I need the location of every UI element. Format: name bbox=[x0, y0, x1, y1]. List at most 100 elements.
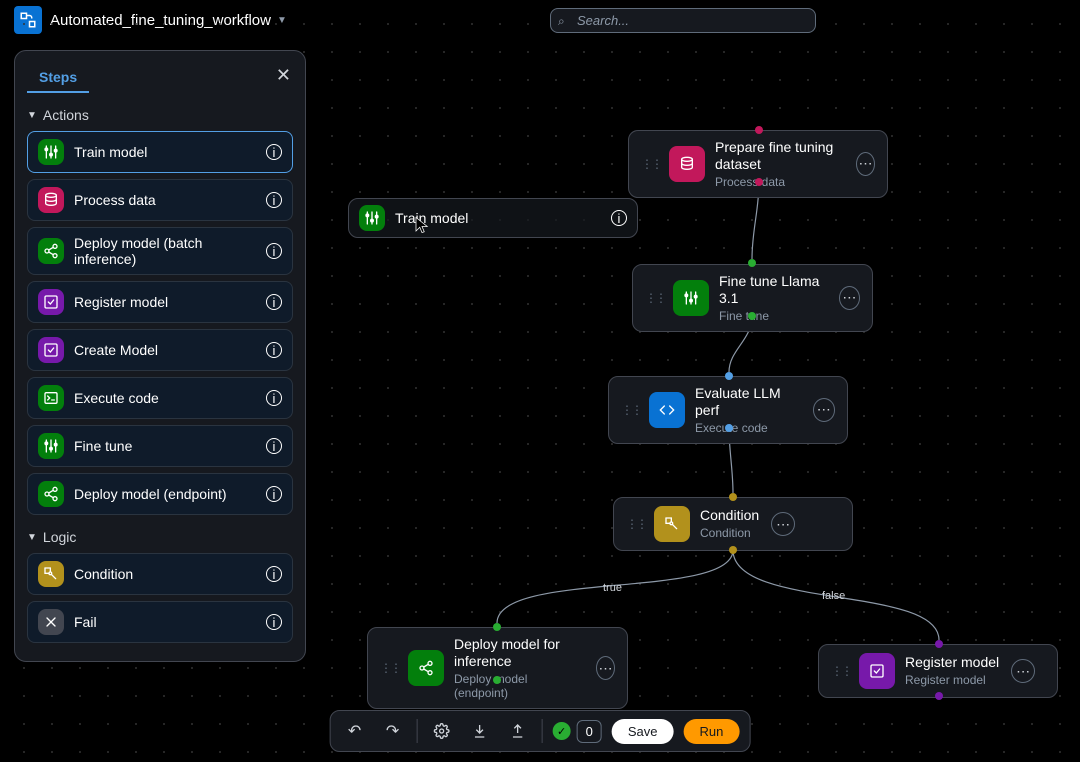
node-title: Condition bbox=[700, 507, 759, 524]
grip-icon[interactable]: ⋮⋮ bbox=[645, 291, 665, 305]
section-logic[interactable]: ▼ Logic bbox=[27, 529, 293, 545]
action-item[interactable]: Train modeli bbox=[27, 131, 293, 173]
node-title: Fine tune Llama 3.1 bbox=[719, 273, 827, 307]
code-icon bbox=[649, 392, 685, 428]
bottom-toolbar: ↶ ↷ ✓ 0 Save Run bbox=[330, 710, 751, 752]
action-label: Process data bbox=[74, 192, 266, 208]
node-port[interactable] bbox=[729, 546, 737, 554]
info-icon[interactable]: i bbox=[266, 566, 282, 582]
info-icon[interactable]: i bbox=[266, 294, 282, 310]
more-button[interactable]: ⋯ bbox=[839, 286, 860, 310]
action-item[interactable]: Deploy model (endpoint)i bbox=[27, 473, 293, 515]
more-button[interactable]: ⋯ bbox=[1011, 659, 1035, 683]
info-icon[interactable]: i bbox=[266, 438, 282, 454]
chevron-down-icon: ▼ bbox=[27, 532, 37, 543]
workflow-node[interactable]: ⋮⋮Evaluate LLM perfExecute code⋯ bbox=[608, 376, 848, 444]
more-button[interactable]: ⋯ bbox=[771, 512, 795, 536]
workflow-node[interactable]: ⋮⋮ Register model Register model ⋯ bbox=[818, 644, 1058, 698]
info-icon[interactable]: i bbox=[266, 342, 282, 358]
section-actions[interactable]: ▼ Actions bbox=[27, 107, 293, 123]
node-port[interactable] bbox=[755, 178, 763, 186]
action-label: Fine tune bbox=[74, 438, 266, 454]
check-square-icon bbox=[859, 653, 895, 689]
more-button[interactable]: ⋯ bbox=[856, 152, 875, 176]
action-item[interactable]: Conditioni bbox=[27, 553, 293, 595]
workflow-node[interactable]: ⋮⋮Prepare fine tuning datasetProcess dat… bbox=[628, 130, 888, 198]
grip-icon[interactable]: ⋮⋮ bbox=[831, 664, 851, 678]
node-port[interactable] bbox=[748, 312, 756, 320]
workflow-node[interactable]: ⋮⋮ Deploy model for inferenceDeploy model… bbox=[367, 627, 628, 709]
info-icon[interactable]: i bbox=[611, 210, 627, 226]
node-port[interactable] bbox=[755, 126, 763, 134]
sliders-icon bbox=[359, 205, 385, 231]
terminal-icon bbox=[38, 385, 64, 411]
node-port[interactable] bbox=[729, 493, 737, 501]
edge-label: true bbox=[603, 582, 622, 594]
grip-icon[interactable]: ⋮⋮ bbox=[380, 661, 400, 675]
info-icon[interactable]: i bbox=[266, 614, 282, 630]
run-button[interactable]: Run bbox=[684, 719, 740, 744]
node-port[interactable] bbox=[748, 259, 756, 267]
grip-icon[interactable]: ⋮⋮ bbox=[621, 403, 641, 417]
search-input[interactable] bbox=[550, 8, 816, 33]
node-port[interactable] bbox=[935, 640, 943, 648]
action-item[interactable]: Process datai bbox=[27, 179, 293, 221]
share-icon bbox=[38, 481, 64, 507]
close-icon[interactable]: ✕ bbox=[276, 65, 291, 86]
ghost-node[interactable]: Train modeli bbox=[348, 198, 638, 238]
info-icon[interactable]: i bbox=[266, 243, 282, 259]
undo-button[interactable]: ↶ bbox=[341, 717, 369, 745]
redo-button[interactable]: ↷ bbox=[379, 717, 407, 745]
action-label: Deploy model (endpoint) bbox=[74, 486, 266, 502]
node-port[interactable] bbox=[725, 424, 733, 432]
node-port[interactable] bbox=[935, 692, 943, 700]
download-button[interactable] bbox=[466, 717, 494, 745]
workflow-node[interactable]: ⋮⋮Fine tune Llama 3.1Fine tune⋯ bbox=[632, 264, 873, 332]
node-subtitle: Register model bbox=[905, 673, 999, 687]
search-icon: ⌕ bbox=[558, 14, 565, 29]
more-button[interactable]: ⋯ bbox=[813, 398, 835, 422]
branch-icon bbox=[38, 561, 64, 587]
branch-icon bbox=[654, 506, 690, 542]
action-item[interactable]: Register modeli bbox=[27, 281, 293, 323]
info-icon[interactable]: i bbox=[266, 144, 282, 160]
chevron-down-icon: ▼ bbox=[27, 110, 37, 121]
node-title: Deploy model for inference bbox=[454, 636, 584, 670]
info-icon[interactable]: i bbox=[266, 390, 282, 406]
info-icon[interactable]: i bbox=[266, 192, 282, 208]
action-label: Register model bbox=[74, 294, 266, 310]
action-item[interactable]: Execute codei bbox=[27, 377, 293, 419]
grip-icon[interactable]: ⋮⋮ bbox=[626, 517, 646, 531]
workflow-node[interactable]: ⋮⋮ConditionCondition⋯ bbox=[613, 497, 853, 551]
sliders-icon bbox=[38, 139, 64, 165]
node-subtitle: Process data bbox=[715, 175, 844, 189]
action-label: Condition bbox=[74, 566, 266, 582]
action-label: Create Model bbox=[74, 342, 266, 358]
node-subtitle: Deploy model (endpoint) bbox=[454, 672, 584, 701]
sliders-icon bbox=[673, 280, 709, 316]
node-port[interactable] bbox=[493, 676, 501, 684]
status-count: 0 bbox=[577, 720, 602, 743]
node-title: Register model bbox=[905, 654, 999, 671]
check-square-icon bbox=[38, 289, 64, 315]
edge-label: false bbox=[822, 590, 845, 602]
node-port[interactable] bbox=[493, 623, 501, 631]
tab-steps[interactable]: Steps bbox=[27, 63, 89, 93]
database-icon bbox=[38, 187, 64, 213]
export-button[interactable] bbox=[504, 717, 532, 745]
node-port[interactable] bbox=[725, 372, 733, 380]
action-item[interactable]: Fine tunei bbox=[27, 425, 293, 467]
sliders-icon bbox=[38, 433, 64, 459]
action-item[interactable]: Faili bbox=[27, 601, 293, 643]
action-item[interactable]: Deploy model (batch inference)i bbox=[27, 227, 293, 275]
action-item[interactable]: Create Modeli bbox=[27, 329, 293, 371]
action-label: Train model bbox=[74, 144, 266, 160]
info-icon[interactable]: i bbox=[266, 486, 282, 502]
save-button[interactable]: Save bbox=[612, 719, 674, 744]
action-label: Execute code bbox=[74, 390, 266, 406]
settings-button[interactable] bbox=[428, 717, 456, 745]
grip-icon[interactable]: ⋮⋮ bbox=[641, 157, 661, 171]
database-icon bbox=[669, 146, 705, 182]
more-button[interactable]: ⋯ bbox=[596, 656, 615, 680]
ghost-label: Train model bbox=[395, 210, 611, 226]
